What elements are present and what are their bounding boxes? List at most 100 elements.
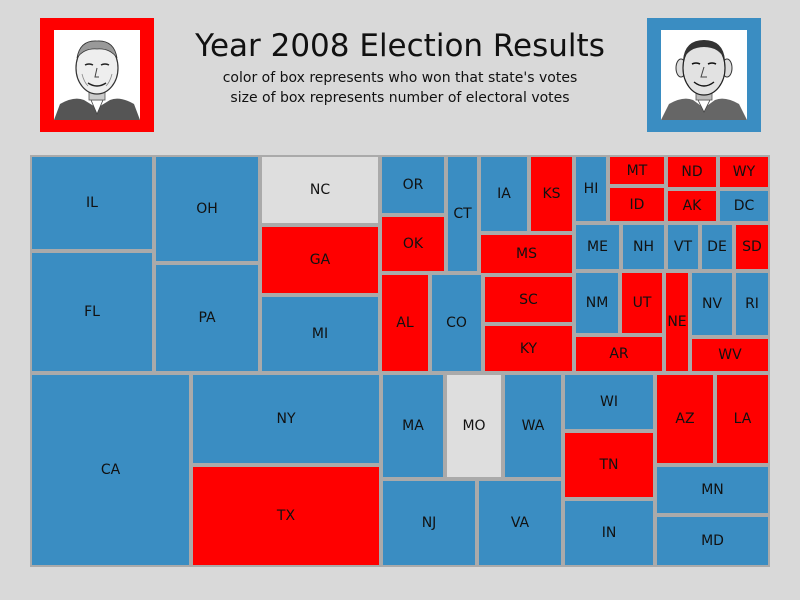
state-label-wi: WI — [600, 394, 618, 410]
state-cell-ky: KY — [483, 324, 574, 373]
state-label-ks: KS — [542, 186, 561, 202]
state-cell-la: LA — [715, 373, 770, 465]
state-label-nd: ND — [681, 164, 703, 180]
state-cell-nj: NJ — [381, 479, 477, 567]
state-cell-mt: MT — [608, 155, 666, 186]
state-label-mt: MT — [626, 162, 648, 179]
state-cell-ok: OK — [380, 215, 446, 273]
state-label-il: IL — [86, 195, 98, 211]
state-cell-ri: RI — [734, 271, 770, 337]
state-label-va: VA — [510, 515, 530, 531]
state-cell-hi: HI — [574, 155, 608, 223]
state-label-ma: MA — [402, 418, 424, 434]
state-label-wa: WA — [521, 418, 545, 434]
state-label-tx: TX — [276, 508, 296, 524]
state-label-nh: NH — [633, 239, 654, 255]
state-cell-mo: MO — [445, 373, 503, 479]
state-cell-dc: DC — [718, 189, 770, 223]
state-label-vt: VT — [673, 239, 693, 255]
state-cell-de: DE — [700, 223, 734, 271]
mccain-portrait-icon — [54, 40, 140, 120]
chart-subtitle-color: color of box represents who won that sta… — [222, 70, 578, 86]
state-label-ne: NE — [667, 314, 687, 330]
state-cell-il: IL — [30, 155, 154, 251]
state-label-ia: IA — [497, 186, 511, 202]
state-cell-ks: KS — [529, 155, 574, 233]
state-cell-ne: NE — [664, 271, 690, 373]
state-label-wv: WV — [718, 347, 742, 363]
state-label-ct: CT — [453, 206, 472, 222]
state-cell-wa: WA — [503, 373, 563, 479]
chart-title: Year 2008 Election Results — [195, 28, 605, 64]
state-cell-ny: NY — [191, 373, 381, 465]
state-label-tn: TN — [599, 457, 619, 473]
state-label-id: ID — [629, 196, 645, 213]
state-cell-me: ME — [574, 223, 621, 271]
state-cell-md: MD — [655, 515, 770, 567]
state-cell-fl: FL — [30, 251, 154, 373]
state-cell-ak: AK — [666, 189, 718, 223]
state-label-ut: UT — [632, 295, 652, 311]
state-label-ga: GA — [309, 252, 331, 268]
state-cell-nh: NH — [621, 223, 666, 271]
state-cell-al: AL — [380, 273, 430, 373]
state-label-de: DE — [707, 239, 727, 255]
obama-portrait — [661, 30, 747, 120]
state-cell-id: ID — [608, 186, 666, 223]
state-cell-nm: NM — [574, 271, 620, 335]
state-cell-wi: WI — [563, 373, 655, 431]
state-label-la: LA — [733, 411, 752, 427]
state-cell-ms: MS — [479, 233, 574, 275]
state-cell-or: OR — [380, 155, 446, 215]
state-cell-sd: SD — [734, 223, 770, 271]
state-label-ok: OK — [402, 236, 424, 252]
state-label-hi: HI — [583, 181, 599, 197]
state-label-pa: PA — [198, 310, 216, 326]
state-cell-az: AZ — [655, 373, 715, 465]
state-cell-in: IN — [563, 499, 655, 567]
state-label-mo: MO — [462, 418, 486, 434]
state-label-ca: CA — [100, 462, 121, 478]
state-label-ak: AK — [682, 198, 702, 214]
state-label-wy: WY — [732, 164, 756, 180]
state-cell-tx: TX — [191, 465, 381, 567]
state-cell-ca: CA — [30, 373, 191, 567]
state-cell-vt: VT — [666, 223, 700, 271]
mccain-portrait — [54, 30, 140, 120]
state-cell-nd: ND — [666, 155, 718, 189]
state-label-ri: RI — [745, 296, 759, 312]
state-label-nj: NJ — [421, 515, 437, 531]
state-cell-va: VA — [477, 479, 563, 567]
state-label-sc: SC — [519, 291, 538, 308]
state-label-md: MD — [701, 533, 724, 549]
state-cell-ct: CT — [446, 155, 479, 273]
state-cell-ia: IA — [479, 155, 529, 233]
obama-portrait-frame — [647, 18, 761, 132]
state-cell-sc: SC — [483, 275, 574, 324]
state-label-mi: MI — [311, 326, 329, 342]
state-label-ny: NY — [276, 411, 296, 427]
state-label-sd: SD — [742, 239, 762, 255]
state-label-al: AL — [396, 315, 414, 331]
state-cell-ga: GA — [260, 225, 380, 295]
mccain-portrait-frame — [40, 18, 154, 132]
state-label-oh: OH — [196, 201, 218, 217]
state-label-co: CO — [446, 315, 467, 331]
state-label-nm: NM — [585, 295, 609, 311]
state-cell-ut: UT — [620, 271, 664, 335]
electoral-treemap: CA TX NY FL IL PA OH MI GA NC NJ VA MA IN MO TN WA AZ MD MN… — [30, 155, 770, 567]
state-label-in: IN — [601, 525, 617, 541]
state-label-mn: MN — [701, 482, 724, 498]
state-cell-ar: AR — [574, 335, 664, 373]
state-cell-wv: WV — [690, 337, 770, 373]
state-label-nv: NV — [701, 296, 723, 312]
state-cell-pa: PA — [154, 263, 260, 373]
state-label-me: ME — [587, 239, 608, 255]
state-cell-nv: NV — [690, 271, 734, 337]
state-label-or: OR — [402, 177, 424, 193]
state-label-ar: AR — [609, 346, 629, 362]
state-label-nc: NC — [309, 182, 331, 198]
state-label-ky: KY — [519, 340, 538, 357]
chart-subtitle-size: size of box represents number of elector… — [230, 90, 570, 106]
state-label-ms: MS — [516, 246, 537, 262]
